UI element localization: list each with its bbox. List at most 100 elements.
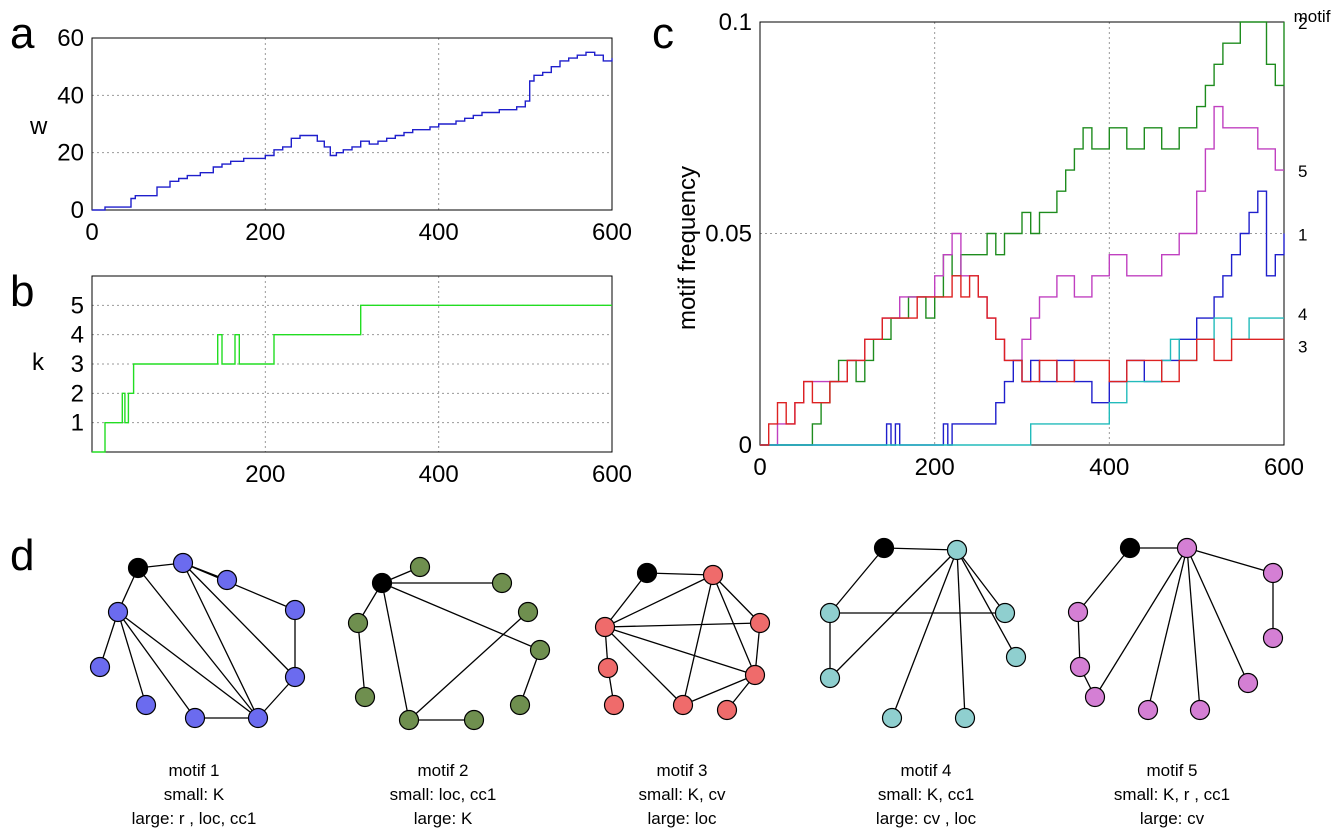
chart-c: motif frequency motif 0 200 400 600 0 0.05 0.1… xyxy=(674,7,1331,481)
network-edge xyxy=(182,562,259,719)
network-edge xyxy=(829,549,958,679)
network-root-node xyxy=(873,537,895,559)
network-edge xyxy=(604,626,756,676)
series-label-3: 3 xyxy=(1298,337,1307,356)
series-label-5: 5 xyxy=(1298,162,1307,181)
network-edge xyxy=(408,611,529,721)
network-node xyxy=(603,694,625,716)
network-node xyxy=(594,616,616,638)
series-line-1 xyxy=(760,190,1285,446)
network-edge xyxy=(357,622,366,698)
motif-4-small: small: K, cc1 xyxy=(878,785,974,804)
network-edge xyxy=(1077,547,1131,613)
y-tick-label: 0 xyxy=(71,197,84,224)
y-tick-label: 2 xyxy=(71,380,84,407)
motif-2-small: small: loc, cc1 xyxy=(390,785,497,804)
panel-label-b: b xyxy=(10,267,34,316)
network-node xyxy=(1005,646,1027,668)
network-node xyxy=(409,556,431,578)
series-label-1: 1 xyxy=(1298,226,1307,245)
network-node xyxy=(247,707,269,729)
x-tick-label: 200 xyxy=(245,219,285,246)
network-node xyxy=(529,639,551,661)
network-edge xyxy=(1186,547,1249,684)
network-node xyxy=(994,602,1016,624)
network-node xyxy=(354,686,376,708)
motif-5-large: large: cv xyxy=(1140,809,1205,828)
network-edge xyxy=(117,611,147,706)
network-node xyxy=(597,657,619,679)
network-node xyxy=(216,569,238,591)
motif-1-small: small: K xyxy=(164,785,225,804)
network-node xyxy=(509,694,531,716)
network-edge xyxy=(604,572,648,628)
network-edge xyxy=(1147,547,1188,711)
network-edge xyxy=(117,611,196,719)
plot-frame xyxy=(91,275,613,453)
y-tick-label: 0 xyxy=(739,432,752,459)
network-edge xyxy=(1186,547,1274,574)
network-edge xyxy=(956,549,966,719)
network-edge xyxy=(381,582,410,721)
network-edge xyxy=(883,547,958,551)
network-edge xyxy=(604,622,761,628)
network-edge xyxy=(646,572,714,576)
x-tick-label: 600 xyxy=(592,461,632,488)
network-node xyxy=(398,709,420,731)
chart-b-ylabel: k xyxy=(32,349,45,376)
y-tick-label: 5 xyxy=(71,292,84,319)
network-node xyxy=(284,666,306,688)
network-node xyxy=(672,694,694,716)
y-tick-label: 1 xyxy=(71,410,84,437)
plot-frame xyxy=(91,37,613,211)
network-node xyxy=(1067,601,1089,623)
network-node xyxy=(284,599,306,621)
network-edge xyxy=(381,582,541,651)
network-node xyxy=(517,601,539,623)
chart-b: k 200 400 600 1 234 5 xyxy=(32,275,632,488)
network-edge xyxy=(1186,547,1201,711)
network-node xyxy=(135,694,157,716)
network-node xyxy=(881,707,903,729)
motif-network-1 xyxy=(89,552,306,729)
chart-c-legend-title: motif xyxy=(1294,7,1331,26)
motif-1-large: large: r , loc, cc1 xyxy=(132,809,257,828)
x-tick-label: 200 xyxy=(245,461,285,488)
network-node xyxy=(1176,537,1198,559)
motif-5-small: small: K, r , cc1 xyxy=(1114,785,1230,804)
series-line-5 xyxy=(760,105,1284,446)
motif-3-large: large: loc xyxy=(648,809,717,828)
x-tick-label: 400 xyxy=(419,461,459,488)
panel-label-d: d xyxy=(10,531,34,580)
network-node xyxy=(89,656,111,678)
network-edge xyxy=(956,549,1006,614)
network-node xyxy=(1084,686,1106,708)
motif-network-2 xyxy=(347,556,551,731)
motif-network-5 xyxy=(1067,537,1284,721)
series-line-2 xyxy=(760,21,1285,446)
network-node xyxy=(184,707,206,729)
network-root-node xyxy=(127,557,149,579)
y-tick-label: 20 xyxy=(57,140,84,167)
series-label-4: 4 xyxy=(1298,305,1307,324)
series-line-0 xyxy=(92,51,613,211)
y-tick-label: 40 xyxy=(57,82,84,109)
x-tick-label: 200 xyxy=(915,454,955,481)
motif-3-title: motif 3 xyxy=(656,761,707,780)
motif-5-title: motif 5 xyxy=(1146,761,1197,780)
x-tick-label: 0 xyxy=(85,219,98,246)
motif-4-large: large: cv , loc xyxy=(876,809,977,828)
series-label-2: 2 xyxy=(1298,14,1307,33)
series-line-0 xyxy=(92,304,612,453)
motif-2-title: motif 2 xyxy=(417,761,468,780)
panel-label-a: a xyxy=(10,9,35,58)
y-tick-label: 60 xyxy=(57,25,84,52)
y-tick-label: 0.1 xyxy=(719,9,752,36)
x-tick-label: 600 xyxy=(1264,454,1304,481)
network-root-node xyxy=(636,562,658,584)
motif-2-large: large: K xyxy=(414,809,473,828)
panel-label-c: c xyxy=(652,9,674,58)
network-node xyxy=(819,667,841,689)
motif-networks xyxy=(89,537,1284,731)
network-node xyxy=(107,601,129,623)
